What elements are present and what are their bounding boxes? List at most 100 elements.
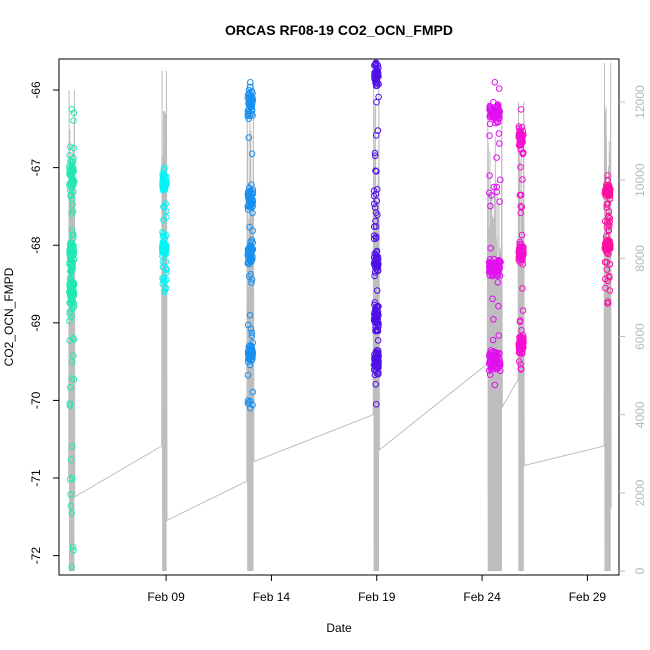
data-point [66,337,73,344]
data-point [68,166,75,173]
data-point [244,258,252,266]
data-point [70,336,78,343]
data-point [371,261,378,268]
data-point [601,217,609,225]
data-point [70,109,78,117]
data-point [606,218,614,225]
data-point [517,141,525,149]
data-point [519,176,526,183]
data-point [495,302,502,310]
data-point [162,232,170,239]
data-point [162,258,169,266]
data-point [517,333,524,340]
data-point [491,112,498,120]
y2-tick-label: 8000 [633,245,647,272]
data-point [489,295,496,303]
data-point [604,200,612,207]
data-point [247,271,254,278]
data-point [606,243,614,251]
data-point [249,339,256,347]
data-point [68,358,76,366]
data-point [606,222,613,229]
data-point [373,367,380,375]
data-point [606,287,614,294]
data-point [517,163,524,171]
x-tick-label: Feb 09 [147,590,185,604]
data-point [68,442,76,450]
data-point [488,270,496,278]
data-point [605,226,613,234]
data-point [69,158,77,165]
data-point [519,307,527,314]
data-point [494,349,501,357]
data-point [70,144,77,152]
data-point [247,200,254,208]
y2-tick-label: 12000 [633,85,647,119]
data-point [493,352,501,360]
data-point [372,132,380,139]
data-point [489,363,496,371]
data-point [486,120,494,128]
data-point [70,547,77,554]
data-point [371,149,379,157]
data-point [244,206,252,213]
data-point [247,100,254,107]
data-point [371,308,379,316]
data-point [518,203,526,211]
data-point [246,223,253,231]
data-point [248,96,256,103]
data-point [67,269,75,276]
data-point [372,209,380,216]
data-point [492,114,500,121]
data-point [68,159,75,167]
data-point [68,210,76,217]
data-point [245,134,253,141]
y-tick-label: -66 [29,81,43,99]
data-point [494,279,502,286]
data-point [249,209,256,217]
data-point [370,192,378,200]
data-point [162,266,170,274]
data-point [246,184,253,191]
data-point [489,114,497,121]
data-point [497,176,504,184]
flight-series-rf09 [159,164,170,296]
data-point [374,67,382,75]
data-point [245,191,252,198]
data-point [68,260,75,268]
data-point [245,349,253,357]
data-point [516,129,524,136]
data-point [490,183,498,191]
y-tick-label: -67 [29,159,43,177]
data-point [373,59,380,67]
data-point [603,204,610,211]
data-point [489,336,497,344]
data-point [372,190,380,198]
data-point [497,362,504,369]
data-point [603,239,610,246]
data-point [373,287,381,294]
data-point [519,285,526,292]
data-point [496,140,503,147]
data-point [602,275,609,283]
data-point [68,509,75,517]
data-point [160,171,167,179]
data-point [247,258,255,265]
data-point [161,202,168,210]
data-point [491,381,499,389]
data-point [490,255,498,263]
data-point [605,187,612,195]
data-point [517,106,525,113]
data-point [245,399,253,406]
data-point [68,313,75,321]
data-point [373,401,380,408]
data-point [372,326,379,334]
data-point [495,130,503,137]
data-point [516,238,524,246]
data-point [161,164,168,171]
data-point [602,243,609,250]
data-point [487,202,494,210]
data-point [68,375,75,382]
data-point [518,132,525,140]
